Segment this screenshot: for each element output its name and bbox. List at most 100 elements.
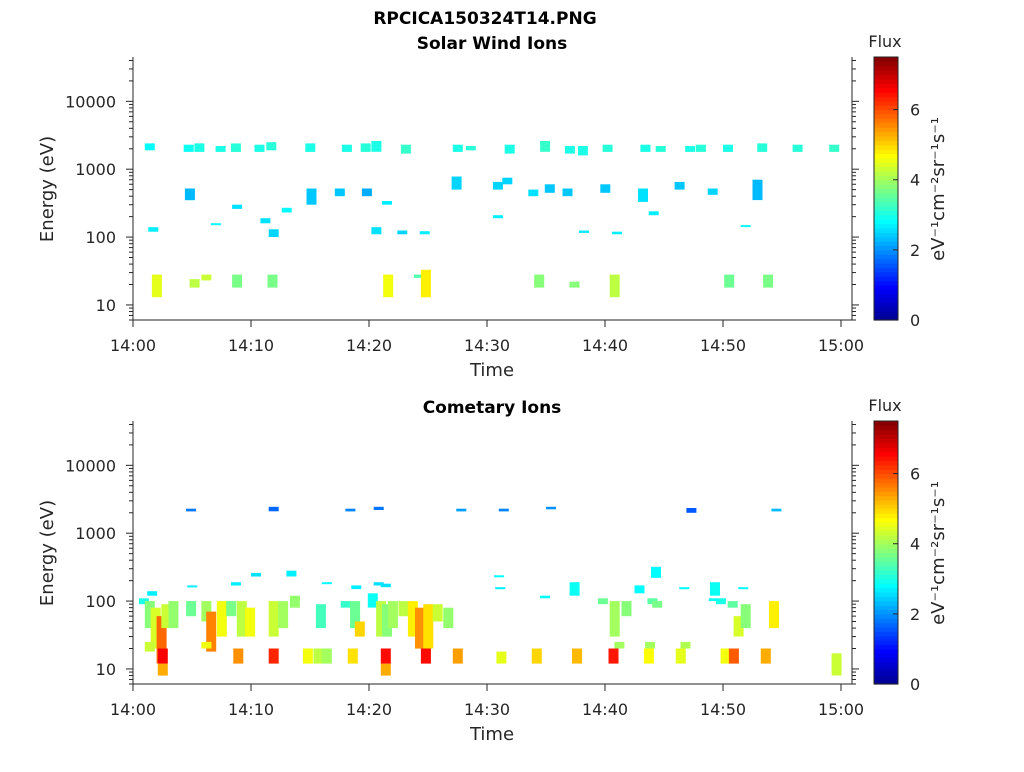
colorbar-segment [874, 657, 898, 663]
colorbar-segment [874, 583, 898, 589]
colorbar-segment [874, 306, 898, 312]
heatmap-cell [651, 566, 661, 578]
colorbar-frame [873, 56, 899, 321]
heatmap-cell [278, 601, 289, 629]
heatmap-cell [232, 274, 243, 288]
colorbar-segment [874, 245, 898, 251]
colorbar-segment [874, 451, 898, 457]
heatmap-cell [382, 201, 392, 205]
colorbar-segment [874, 61, 898, 67]
colorbar-segment [874, 438, 898, 444]
colorbar-segment [874, 679, 898, 685]
heatmap-cell [226, 601, 237, 617]
heatmap-cell [361, 188, 372, 197]
heatmap-cell [187, 585, 198, 588]
heatmap-cell [268, 506, 279, 512]
colorbar-segment [874, 109, 898, 115]
heatmap-cell [432, 604, 443, 622]
heatmap-cell [183, 144, 194, 152]
colorbar-segment [874, 670, 898, 676]
colorbar-segment [874, 504, 898, 510]
heatmap-cell [728, 648, 739, 664]
y-tick-label: 10000 [65, 92, 116, 111]
colorbar-segment [874, 666, 898, 672]
heatmap-cell [383, 274, 394, 298]
heatmap-cell [760, 648, 771, 664]
colorbar-segment [874, 464, 898, 470]
heatmap-cell [216, 601, 227, 637]
x-tick-label: 14:10 [228, 700, 274, 719]
colorbar-segment [874, 627, 898, 632]
colorbar-segment [874, 456, 898, 462]
heatmap-cell [286, 570, 297, 577]
colorbar-segment [874, 648, 898, 654]
heatmap-cell [354, 621, 365, 637]
heatmap-cell [655, 146, 666, 152]
heatmap-cell [707, 188, 718, 195]
colorbar-segment [874, 298, 898, 304]
colorbar-segment [874, 460, 898, 466]
heatmap-cell [148, 227, 159, 232]
heatmap-cell [371, 141, 382, 152]
heatmap-cell [268, 229, 279, 237]
heatmap-cell [534, 274, 545, 288]
colorbar-segment [874, 210, 898, 216]
x-tick-label: 14:40 [582, 336, 628, 355]
heatmap-cell [144, 143, 155, 151]
colorbar-tick-label: 4 [910, 535, 920, 554]
heatmap-cell [315, 604, 326, 629]
heatmap-cell [763, 274, 774, 288]
heatmap-cell [423, 604, 434, 649]
colorbar-segment [874, 591, 898, 597]
colorbar-segment [874, 447, 898, 453]
x-tick-label: 15:00 [818, 700, 864, 719]
colorbar-segment [874, 526, 898, 532]
colorbar-segment [874, 284, 898, 290]
heatmap-cell [254, 144, 265, 152]
colorbar-title-solar-wind: Flux [868, 32, 901, 51]
heatmap-cell [360, 143, 371, 152]
heatmap-cell [267, 274, 278, 288]
heatmap-cell [708, 598, 719, 602]
heatmap-cell [679, 587, 690, 590]
panel-solar-wind: Solar Wind Ions Time Energy (eV) Flux eV… [37, 32, 949, 381]
colorbar-segment [874, 201, 898, 207]
heatmap-cell [609, 601, 620, 637]
heatmap-cell [614, 641, 625, 649]
colorbar-segment [874, 57, 898, 62]
heatmap-cell [397, 230, 408, 235]
colorbar-segment [874, 175, 898, 181]
heatmap-cell [373, 582, 384, 586]
colorbar-segment [874, 517, 898, 523]
colorbar-segment [874, 83, 898, 89]
heatmap-cell [452, 648, 463, 664]
colorbar-segment [874, 188, 898, 194]
heatmap-cell [321, 582, 332, 585]
colorbar-title-cometary: Flux [868, 396, 901, 415]
colorbar-segment [874, 293, 898, 299]
colorbar-segment [874, 65, 898, 71]
colorbar-tick-label: 2 [910, 241, 920, 260]
x-tick-label: 14:50 [700, 700, 746, 719]
heatmap-cell [157, 648, 168, 664]
colorbar-tick-label: 6 [910, 101, 920, 120]
colorbar-segment [874, 78, 898, 84]
heatmap-cell [373, 506, 384, 510]
colorbar-segment [874, 548, 898, 554]
heatmap-cell [496, 651, 507, 664]
x-tick-label: 14:00 [110, 700, 156, 719]
heatmap-cell [710, 582, 720, 596]
heatmap-cell [334, 188, 345, 197]
heatmap-cell [380, 648, 391, 664]
heatmap-cell [382, 604, 392, 637]
heatmap-cell [313, 648, 324, 664]
y-tick-label: 1000 [75, 524, 116, 543]
colorbar-segment [874, 140, 898, 146]
heatmap-cell [602, 144, 613, 152]
heatmap-cell [289, 595, 300, 608]
heatmap-cell [157, 663, 168, 676]
colorbar-segment [874, 131, 898, 137]
heatmap-cell [144, 641, 155, 652]
heatmap-cell [387, 601, 398, 629]
